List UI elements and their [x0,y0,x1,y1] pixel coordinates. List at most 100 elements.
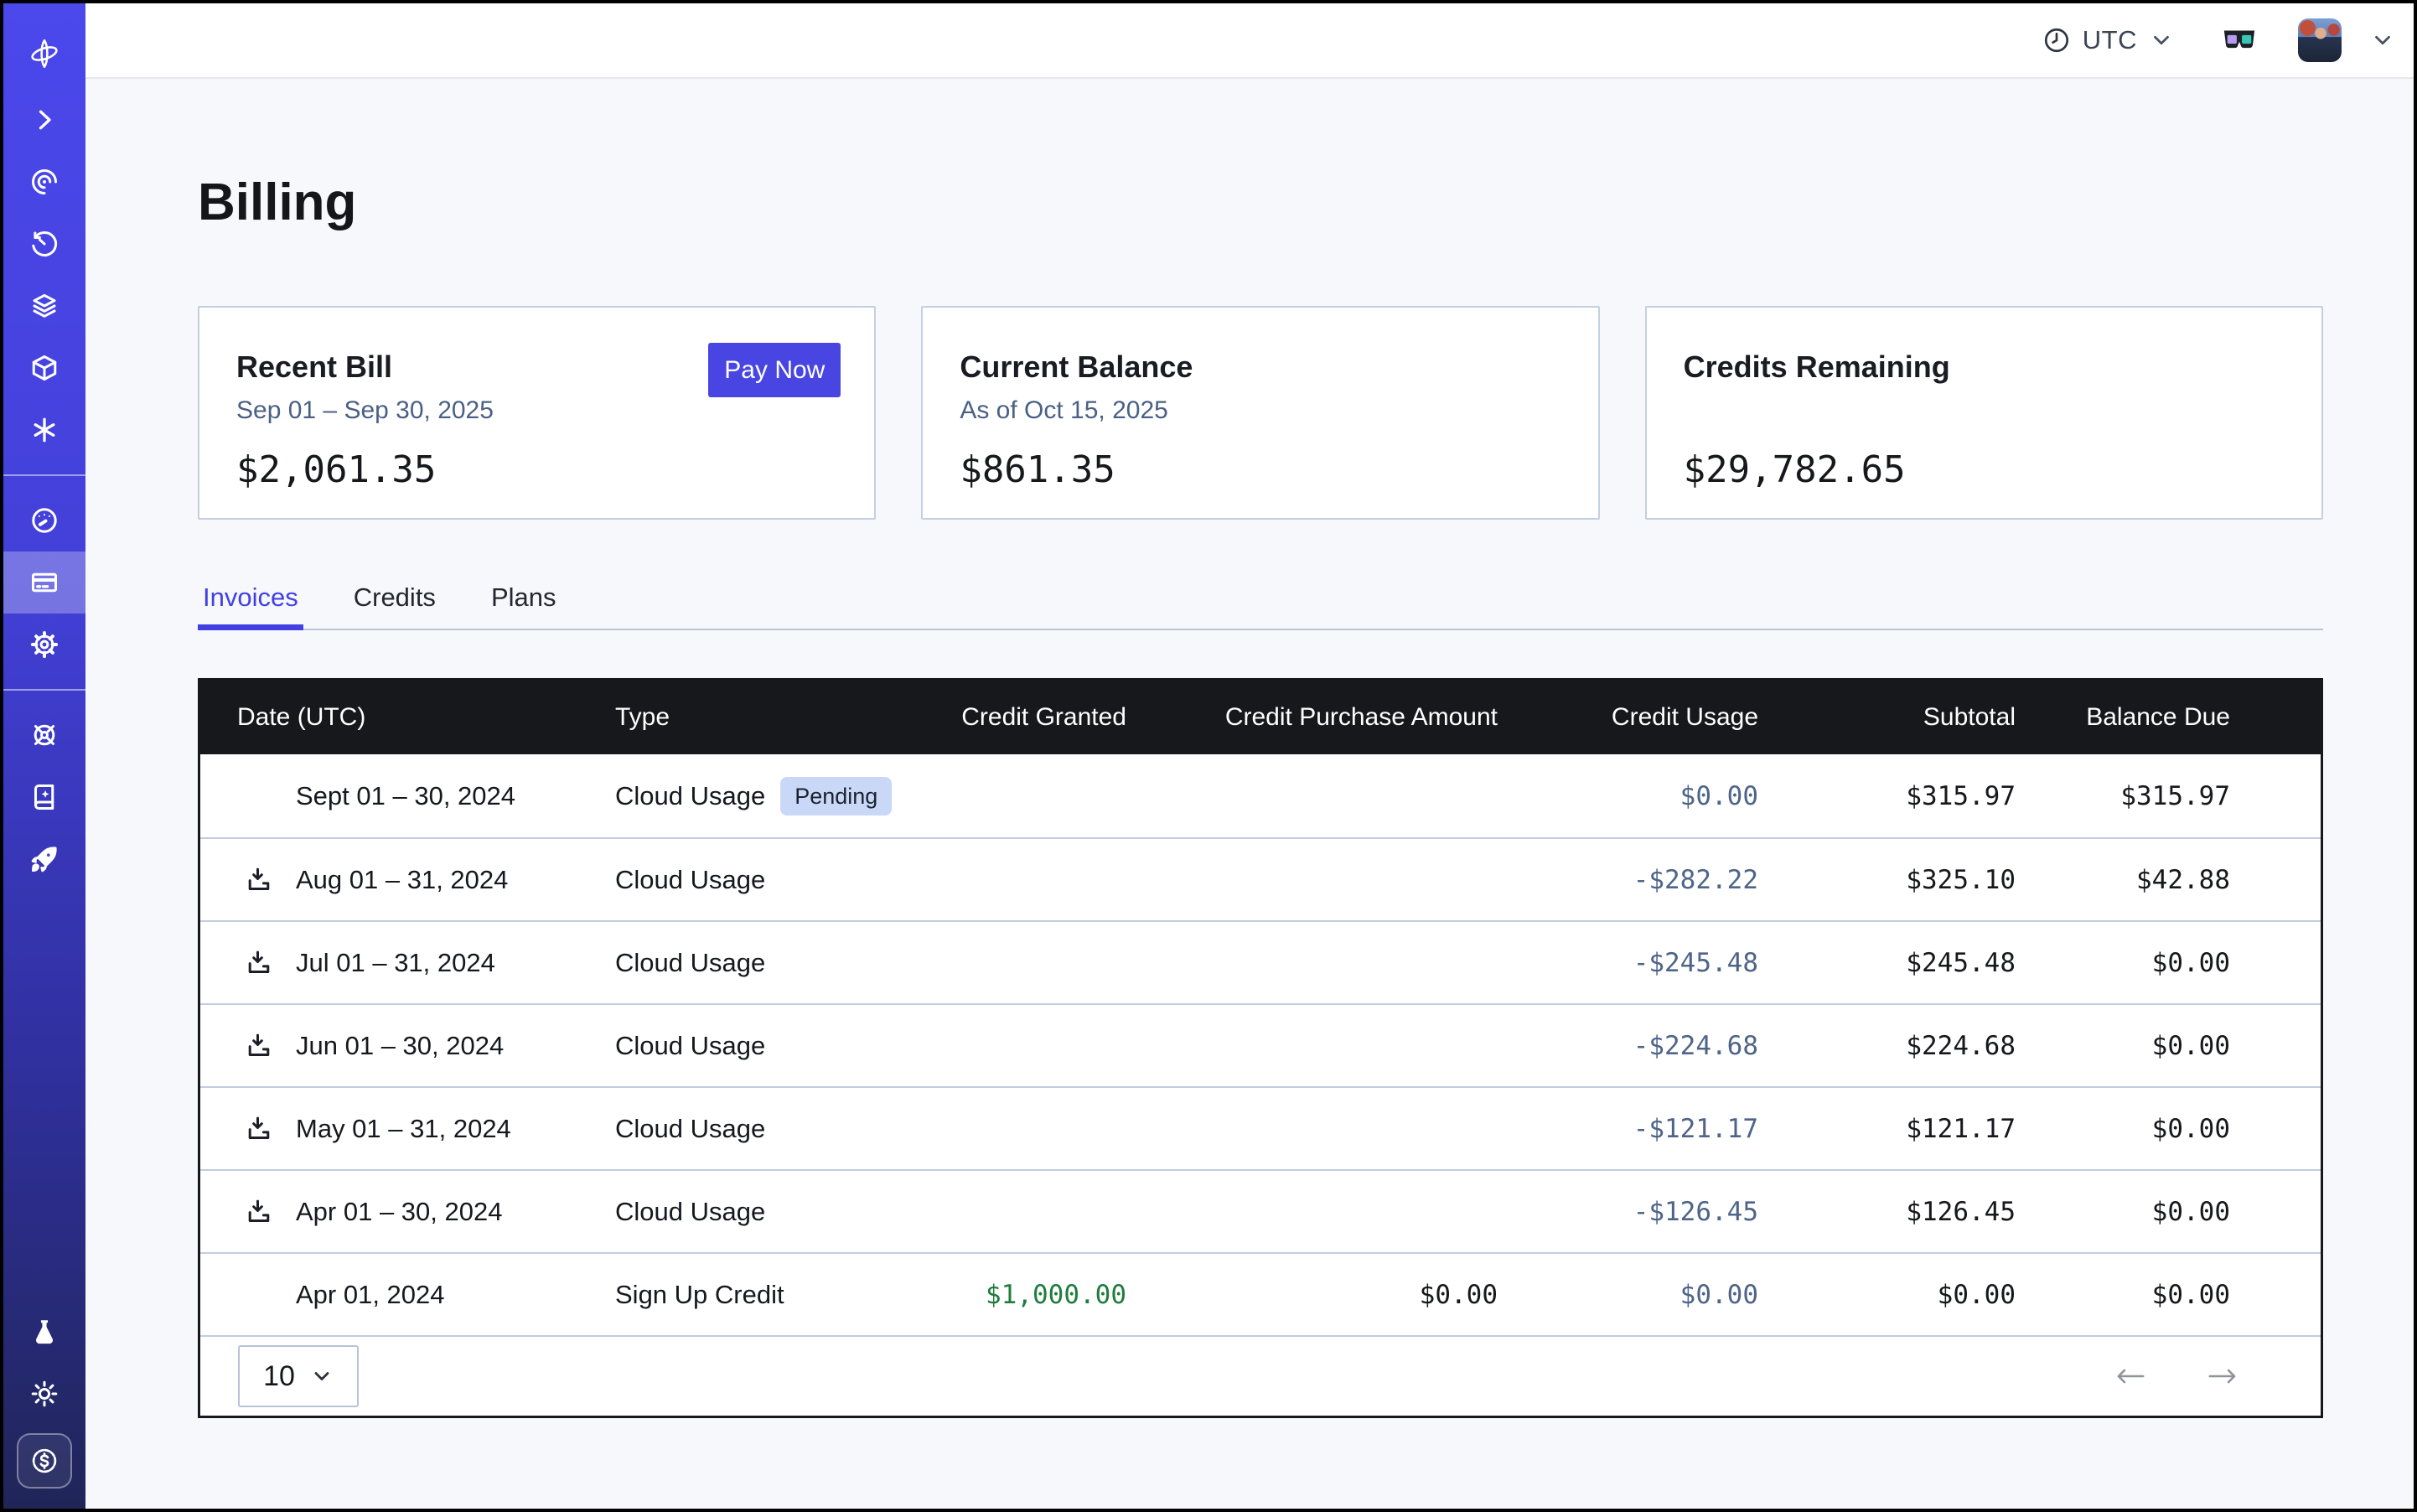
subtotal-value: $121.17 [1906,1113,2016,1144]
invoice-date-cell: Jul 01 – 31, 2024 [200,948,615,978]
helm-wheel-icon[interactable] [3,704,85,766]
invoice-date-cell: Aug 01 – 31, 2024 [200,865,615,895]
card-as-of: As of Oct 15, 2025 [960,396,1168,425]
history-icon[interactable] [3,213,85,275]
content: Billing Recent Bill Sep 01 – Sep 30, 202… [85,79,2414,1419]
tab-invoices[interactable]: Invoices [198,583,303,631]
column-header: Subtotal [1923,703,2016,732]
pay-now-button[interactable]: Pay Now [708,343,841,398]
page-size-select[interactable]: 10 [238,1345,359,1408]
column-header: Credit Usage [1611,703,1758,732]
table-footer: 10 [200,1335,2321,1416]
dollar-badge-button[interactable] [17,1433,72,1489]
credit-usage-value: $0.00 [1679,1279,1758,1310]
download-icon [248,1199,270,1222]
table-row: Sept 01 – 30, 2024 Cloud Usage Pending $… [200,754,2321,838]
sun-icon[interactable] [3,1363,85,1425]
clock-icon [2044,28,2068,53]
invoice-type: Cloud Usage [615,1030,766,1060]
tab-credits[interactable]: Credits [353,583,436,613]
balance-due-value: $0.00 [2151,1279,2230,1310]
credit-usage-value: $0.00 [1679,780,1758,811]
rocket-icon[interactable] [3,828,85,890]
table-row: Jul 01 – 31, 2024 Cloud Usage -$245.48 $… [200,920,2321,1004]
topbar: UTC [85,3,2414,79]
download-slot[interactable] [237,1114,296,1144]
column-header: Type [615,703,670,732]
next-page-arrow-icon[interactable] [2198,1365,2247,1387]
invoice-type-cell: Cloud Usage [615,865,923,895]
table-row: Apr 01, 2024 Sign Up Credit $1,000.00 $0… [200,1252,2321,1336]
chevron-down-icon [2154,35,2169,45]
subtotal-value: $0.00 [1937,1279,2016,1310]
table-row: Apr 01 – 30, 2024 Cloud Usage -$126.45 $… [200,1169,2321,1253]
column-header: Date (UTC) [237,703,366,732]
credit-usage-value: -$224.68 [1633,1030,1758,1061]
credit-card-icon [29,567,60,598]
billing-tabs: Invoices Credits Plans [198,583,2323,631]
book-sparkle-icon[interactable] [3,766,85,828]
account-chevron-down-icon[interactable] [2370,28,2395,53]
download-slot[interactable] [237,1031,296,1061]
invoice-date: Apr 01, 2024 [296,1279,445,1309]
chevron-right-icon[interactable] [3,89,85,151]
sidebar-item-billing[interactable] [3,551,85,614]
invoice-date: May 01 – 31, 2024 [296,1113,511,1143]
table-row: Jun 01 – 30, 2024 Cloud Usage -$224.68 $… [200,1003,2321,1087]
subtotal-value: $245.48 [1906,947,2016,978]
download-slot[interactable] [237,948,296,978]
previous-page-arrow-icon[interactable] [2106,1365,2155,1387]
credit-purchase-value: $0.00 [1419,1279,1498,1310]
download-slot[interactable] [237,865,296,895]
orbit-logo-icon[interactable] [3,18,85,89]
status-badge: Pending [780,776,893,816]
balance-due-value: $0.00 [2151,1030,2230,1061]
current-balance-amount: $861.35 [960,448,1115,492]
invoice-type: Sign Up Credit [615,1279,784,1309]
download-slot[interactable] [237,1280,296,1310]
pagination-arrows [2106,1365,2247,1387]
timezone-selector[interactable]: UTC [2042,25,2174,55]
invoice-date-cell: Apr 01 – 30, 2024 [200,1197,615,1227]
table-row: May 01 – 31, 2024 Cloud Usage -$121.17 $… [200,1086,2321,1170]
cube-icon[interactable] [3,337,85,399]
layers-icon[interactable] [3,275,85,337]
card-title: Credits Remaining [1683,350,1950,385]
invoice-date-cell: Sept 01 – 30, 2024 [200,781,615,811]
download-slot[interactable] [237,781,296,811]
invoice-type-cell: Cloud Usage [615,948,923,978]
credit-usage-value: -$245.48 [1633,947,1758,978]
balance-due-value: $0.00 [2151,1113,2230,1144]
invoice-date-cell: Apr 01, 2024 [200,1280,615,1310]
download-icon [248,867,270,890]
download-slot[interactable] [237,1197,296,1227]
3d-glasses-icon[interactable] [2221,28,2258,53]
credit-usage-value: -$121.17 [1633,1113,1758,1144]
sidebar-divider [3,474,85,476]
summary-cards: Recent Bill Sep 01 – Sep 30, 2025 $2,061… [198,306,2323,520]
flask-icon[interactable] [3,1301,85,1363]
gear-icon[interactable] [3,614,85,676]
user-avatar[interactable] [2298,18,2342,62]
column-header: Credit Granted [961,703,1126,732]
gauge-icon[interactable] [3,489,85,551]
table-body: Sept 01 – 30, 2024 Cloud Usage Pending $… [200,754,2321,1336]
credit-granted-value: $1,000.00 [986,1279,1126,1310]
card-title: Current Balance [960,350,1193,385]
credit-usage-value: -$282.22 [1633,864,1758,895]
spiral-icon[interactable] [3,151,85,213]
subtotal-value: $315.97 [1906,780,2016,811]
current-balance-card: Current Balance As of Oct 15, 2025 $861.… [921,306,1600,520]
timezone-label: UTC [2082,25,2137,54]
balance-due-value: $315.97 [2120,780,2230,811]
invoice-date: Aug 01 – 31, 2024 [296,864,509,894]
main-area: UTC Billing Recent Bill Sep 01 – Sep 30,… [85,3,2414,1509]
invoice-type-cell: Cloud Usage [615,1031,923,1061]
invoice-type: Cloud Usage [615,947,766,977]
balance-due-value: $0.00 [2151,947,2230,978]
asterisk-icon[interactable] [3,399,85,461]
credits-remaining-card: Credits Remaining $29,782.65 [1644,306,2323,520]
credit-usage-value: -$126.45 [1633,1196,1758,1227]
invoice-type: Cloud Usage [615,780,766,810]
tab-plans[interactable]: Plans [490,583,556,613]
